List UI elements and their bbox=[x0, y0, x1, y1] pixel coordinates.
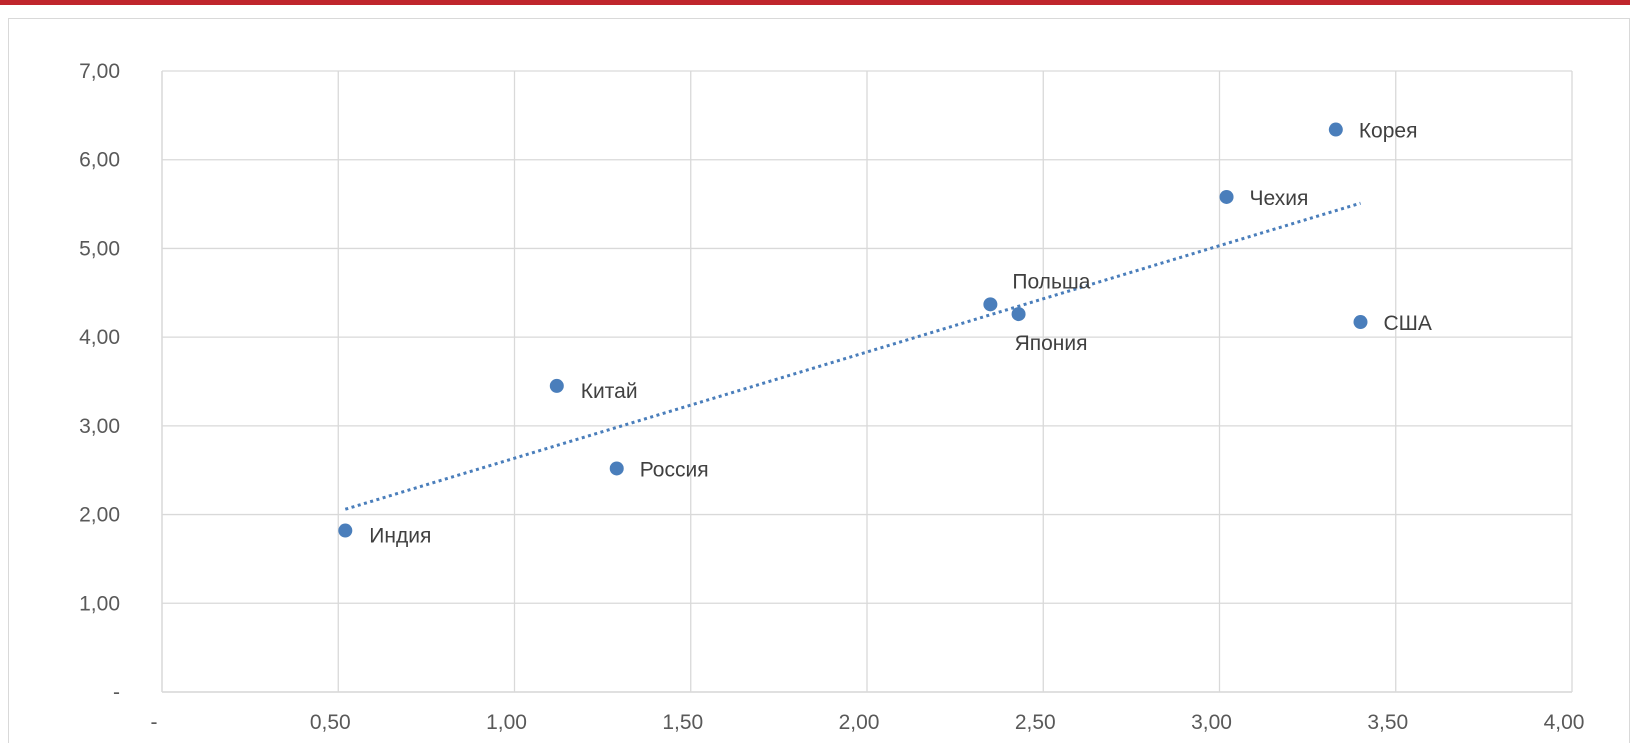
y-tick-label: 1,00 bbox=[79, 592, 120, 615]
data-point bbox=[1353, 315, 1368, 330]
point-label: Китай bbox=[581, 380, 638, 403]
data-points: Индия Китай Россия Польша Япония Чехия Корея СШ… bbox=[338, 120, 1432, 548]
y-tick-label: 3,00 bbox=[79, 415, 120, 438]
x-axis-tick-labels: - 0,50 1,00 1,50 2,00 2,50 3,00 3,50 4,00 bbox=[151, 711, 1585, 734]
data-point bbox=[1011, 307, 1026, 322]
point-label: Россия bbox=[640, 458, 709, 481]
y-tick-label: 6,00 bbox=[79, 149, 120, 172]
x-tick-label: 2,00 bbox=[839, 711, 880, 734]
point-label: США bbox=[1384, 312, 1432, 335]
x-tick-label: 3,50 bbox=[1367, 711, 1408, 734]
y-tick-label: 4,00 bbox=[79, 326, 120, 349]
data-point bbox=[549, 378, 564, 393]
data-point bbox=[609, 461, 624, 476]
x-tick-label: 1,00 bbox=[486, 711, 527, 734]
point-label: Чехия bbox=[1250, 187, 1309, 210]
data-point bbox=[983, 297, 998, 312]
y-tick-label: 7,00 bbox=[79, 60, 120, 83]
y-axis-tick-labels: - 1,00 2,00 3,00 4,00 5,00 6,00 7,00 bbox=[79, 60, 120, 704]
data-point bbox=[338, 523, 353, 538]
x-tick-label: 0,50 bbox=[310, 711, 351, 734]
point-label: Польша bbox=[1012, 270, 1090, 293]
top-accent-rule bbox=[0, 0, 1630, 5]
point-label: Индия bbox=[369, 525, 431, 548]
gridlines bbox=[161, 70, 1573, 693]
point-label: Япония bbox=[1015, 332, 1088, 355]
x-tick-label: 3,00 bbox=[1191, 711, 1232, 734]
y-tick-label: - bbox=[113, 681, 120, 704]
x-tick-label: 4,00 bbox=[1544, 711, 1585, 734]
x-tick-label: 1,50 bbox=[662, 711, 703, 734]
y-tick-label: 2,00 bbox=[79, 504, 120, 527]
data-point bbox=[1219, 189, 1234, 204]
x-tick-label: 2,50 bbox=[1015, 711, 1056, 734]
data-point bbox=[1328, 122, 1343, 137]
trendline bbox=[344, 201, 1361, 511]
x-tick-label: - bbox=[151, 711, 158, 734]
y-tick-label: 5,00 bbox=[79, 237, 120, 260]
trendline-group bbox=[344, 201, 1361, 511]
point-label: Корея bbox=[1359, 120, 1418, 143]
